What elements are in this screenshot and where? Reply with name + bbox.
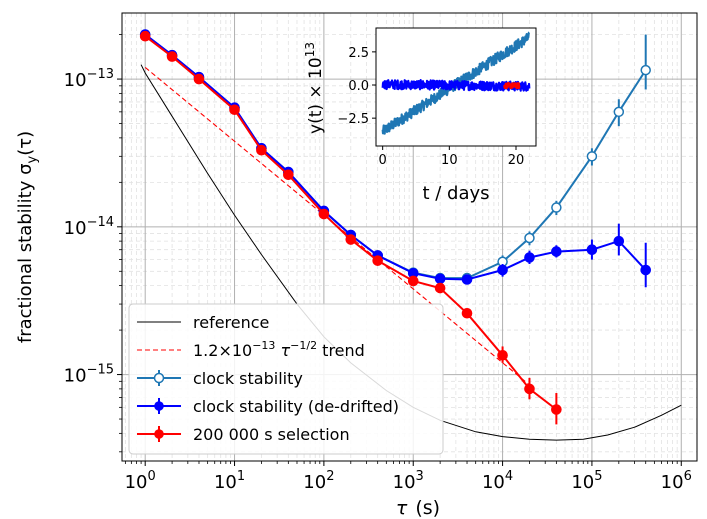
inset-chart: 0 10 20 2.5 0.0 −2.5 t / days y(t) × 1013	[303, 27, 537, 204]
data-point-clock	[551, 202, 562, 213]
legend-keys	[137, 321, 181, 442]
data-point-clock	[640, 64, 651, 76]
y-axis-label: fractional stability σy(τ)	[15, 131, 40, 343]
x-tick-label: 104	[482, 469, 513, 493]
data-point-selection	[283, 169, 294, 181]
x-axis-label: τ (s)	[396, 497, 440, 519]
data-point-selection	[497, 350, 508, 361]
data-point-dedrift	[461, 274, 473, 285]
data-point-selection	[256, 144, 267, 156]
data-point-selection	[229, 104, 240, 116]
legend-label-clock: clock stability	[193, 369, 303, 388]
data-point-selection	[372, 255, 383, 266]
data-point-selection	[318, 208, 330, 220]
y-tick-label: 10−13	[64, 67, 114, 91]
data-point-dedrift	[551, 246, 562, 257]
data-point-selection	[524, 383, 535, 395]
inset-y-tick-label: −2.5	[337, 112, 369, 127]
inset-tick-layer: 0 10 20 2.5 0.0 −2.5	[337, 46, 524, 168]
data-point-selection	[551, 404, 562, 415]
data-point-dedrift	[497, 264, 508, 276]
inset-x-tick-label: 20	[508, 153, 525, 168]
data-point-dedrift	[613, 235, 625, 247]
inset-y-axis-label: y(t) × 1013	[303, 42, 326, 134]
legend: reference 1.2×10−13 τ−1/2 trend clock st…	[128, 303, 444, 455]
data-point-selection	[407, 275, 419, 287]
data-point-dedrift	[524, 252, 535, 263]
x-tick-label: 105	[571, 469, 602, 493]
x-tick-label: 102	[303, 469, 334, 493]
y-tick-label: 10−15	[64, 363, 114, 387]
data-point-clock	[586, 151, 598, 162]
inset-y-tick-label: 2.5	[348, 46, 369, 61]
legend-key-marker-dedrift	[154, 401, 164, 411]
legend-key-marker-clock	[153, 372, 165, 384]
x-tick-label: 103	[393, 469, 424, 493]
legend-label-selection: 200 000 s selection	[193, 425, 350, 444]
x-tick-label: 100	[125, 469, 156, 493]
data-point-dedrift	[586, 244, 598, 256]
data-point-dedrift	[434, 273, 446, 285]
inset-x-tick-label: 10	[441, 153, 458, 168]
legend-label-trend: 1.2×10−13 τ−1/2 trend	[193, 339, 365, 360]
data-point-selection	[345, 234, 357, 245]
legend-label-reference: reference	[193, 313, 269, 332]
inset-y-tick-label: 0.0	[348, 79, 369, 94]
series-line-dedrift	[144, 33, 647, 281]
x-tick-label: 101	[214, 469, 245, 493]
data-point-selection	[139, 30, 151, 42]
legend-label-dedrift: clock stability (de-drifted)	[193, 397, 399, 416]
data-point-clock	[524, 232, 535, 244]
data-point-selection	[434, 282, 446, 294]
inset-series-selection	[503, 81, 521, 90]
inset-frame	[375, 27, 537, 147]
legend-box	[128, 303, 444, 455]
data-point-selection	[461, 307, 473, 319]
legend-key-marker-selection	[154, 429, 164, 439]
data-point-selection	[166, 51, 178, 62]
inset-x-axis-label: t / days	[422, 183, 489, 204]
y-tick-label: 10−14	[64, 215, 114, 239]
inset-series-layer	[381, 31, 531, 135]
data-point-clock	[613, 106, 625, 118]
series-layer	[139, 29, 682, 441]
x-tick-label: 106	[661, 469, 692, 493]
data-point-selection	[193, 73, 205, 85]
data-point-dedrift	[640, 264, 652, 276]
inset-x-tick-label: 0	[379, 153, 387, 168]
